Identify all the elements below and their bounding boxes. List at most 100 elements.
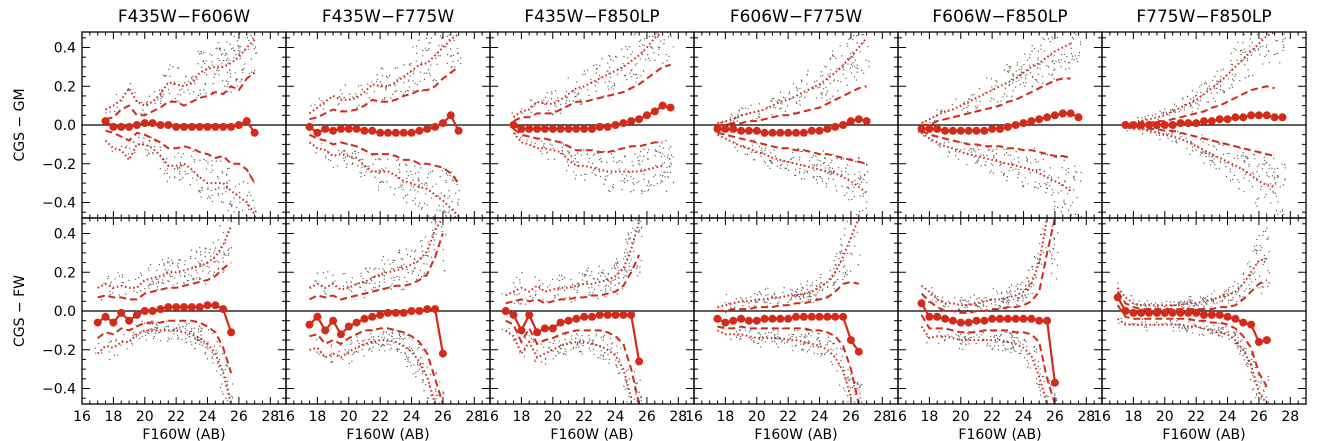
data-point bbox=[1174, 111, 1177, 113]
data-point bbox=[1232, 79, 1235, 82]
data-point bbox=[774, 155, 777, 157]
data-point bbox=[1208, 85, 1211, 87]
data-point bbox=[225, 376, 227, 379]
data-point bbox=[1074, 165, 1076, 167]
data-point bbox=[1053, 78, 1055, 80]
data-point bbox=[330, 360, 333, 363]
data-point bbox=[1282, 49, 1284, 52]
data-point bbox=[625, 238, 627, 240]
data-point bbox=[1244, 173, 1247, 175]
data-point bbox=[1126, 130, 1128, 132]
data-point bbox=[861, 69, 863, 71]
data-point bbox=[571, 284, 574, 286]
data-point bbox=[660, 40, 662, 42]
data-point bbox=[194, 337, 196, 339]
data-point bbox=[378, 284, 381, 287]
data-point bbox=[406, 177, 408, 179]
median-point bbox=[752, 316, 761, 325]
data-point bbox=[798, 172, 801, 174]
data-point bbox=[860, 177, 862, 180]
median-point bbox=[321, 124, 330, 133]
data-point bbox=[178, 272, 181, 274]
column-title: F606W−F850LP bbox=[932, 7, 1067, 27]
data-point bbox=[224, 241, 227, 244]
median-point bbox=[611, 121, 620, 129]
data-point bbox=[451, 222, 452, 223]
data-point bbox=[1070, 47, 1073, 49]
data-point bbox=[452, 60, 454, 63]
data-point bbox=[160, 95, 163, 98]
ticks bbox=[489, 218, 695, 404]
data-point bbox=[574, 299, 576, 301]
data-point bbox=[618, 161, 620, 163]
data-point bbox=[524, 337, 527, 340]
column-title: F435W−F850LP bbox=[524, 7, 659, 27]
data-point bbox=[863, 178, 865, 181]
data-point bbox=[654, 149, 656, 151]
data-point bbox=[1060, 59, 1062, 61]
data-point bbox=[724, 301, 726, 304]
data-point bbox=[205, 60, 207, 62]
median-point bbox=[525, 310, 534, 319]
data-point bbox=[109, 283, 112, 285]
data-point bbox=[645, 59, 647, 61]
data-point bbox=[849, 67, 852, 69]
data-point bbox=[1029, 72, 1032, 74]
data-point bbox=[132, 141, 135, 143]
data-point bbox=[995, 80, 997, 82]
data-point bbox=[865, 20, 866, 21]
data-point bbox=[155, 323, 158, 325]
data-point bbox=[242, 71, 244, 74]
data-point bbox=[819, 284, 821, 286]
data-point bbox=[1222, 90, 1224, 92]
data-point bbox=[400, 337, 403, 340]
data-point bbox=[837, 167, 840, 169]
data-point bbox=[778, 337, 780, 340]
median-point bbox=[548, 324, 557, 333]
data-point bbox=[216, 175, 219, 178]
data-point bbox=[171, 259, 173, 261]
data-point bbox=[616, 366, 618, 369]
data-point bbox=[226, 182, 229, 185]
data-point bbox=[867, 25, 868, 26]
data-point bbox=[820, 282, 822, 284]
data-point bbox=[1079, 41, 1082, 43]
data-point bbox=[417, 361, 419, 363]
data-point bbox=[866, 164, 868, 166]
data-point bbox=[376, 74, 378, 76]
data-point bbox=[399, 163, 401, 165]
data-point bbox=[546, 152, 548, 154]
data-point bbox=[844, 273, 847, 275]
data-point bbox=[547, 109, 550, 112]
data-point bbox=[233, 197, 235, 199]
data-point bbox=[837, 80, 839, 82]
data-point bbox=[633, 411, 634, 412]
data-point bbox=[801, 286, 803, 288]
data-point bbox=[168, 68, 170, 71]
sigma2-upper-line bbox=[717, 37, 868, 125]
data-point bbox=[254, 242, 255, 243]
data-point bbox=[418, 180, 420, 182]
data-point bbox=[425, 37, 428, 39]
data-point bbox=[855, 79, 858, 81]
data-point bbox=[204, 353, 206, 355]
data-point bbox=[576, 283, 578, 285]
data-point bbox=[598, 171, 601, 173]
data-point bbox=[227, 57, 229, 60]
data-point bbox=[178, 259, 181, 261]
data-point bbox=[1219, 89, 1222, 91]
data-point bbox=[1041, 153, 1043, 156]
data-point bbox=[761, 339, 763, 341]
data-point bbox=[1248, 45, 1251, 47]
data-point bbox=[841, 245, 843, 247]
ticks bbox=[285, 32, 491, 218]
data-point bbox=[806, 284, 808, 286]
data-point bbox=[1059, 156, 1061, 158]
data-point bbox=[995, 152, 998, 155]
data-point bbox=[815, 179, 818, 181]
data-point bbox=[220, 383, 223, 385]
data-point bbox=[458, 1, 459, 2]
data-point bbox=[833, 342, 835, 344]
data-point bbox=[802, 287, 804, 289]
data-point bbox=[559, 103, 562, 106]
